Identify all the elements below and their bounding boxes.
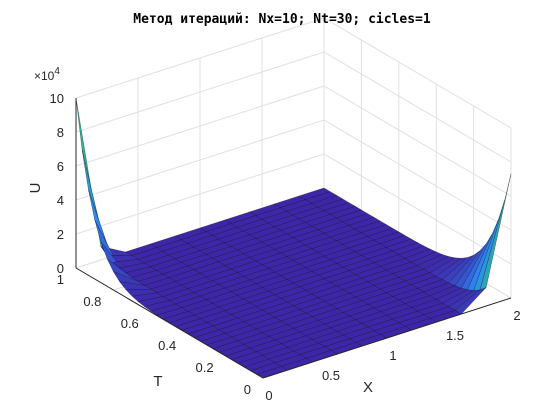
y-tick-label: 1 [57, 272, 64, 287]
z-tick-label: 6 [57, 159, 64, 174]
surface-mesh [75, 97, 512, 379]
y-tick-label: 0.2 [196, 360, 214, 375]
z-tick-label: 8 [57, 125, 64, 140]
x-tick-label: 1.5 [446, 328, 464, 343]
x-tick-label: 0.5 [322, 368, 340, 383]
y-tick-label: 0.8 [83, 294, 101, 309]
y-tick-label: 0 [244, 382, 251, 397]
y-axis-line [75, 267, 264, 379]
surface-cell [479, 173, 512, 291]
y-tick-label: 0.6 [121, 316, 139, 331]
z-tick-label: 4 [57, 193, 64, 208]
z-tick-label: 2 [57, 227, 64, 242]
grid-line-z [75, 51, 512, 163]
x-axis-line [262, 297, 512, 379]
x-axis-label: X [363, 379, 373, 396]
grid-line-z [75, 85, 512, 197]
z-tick-label: 10 [50, 91, 64, 106]
x-tick-label: 1 [389, 348, 396, 363]
z-tick-label: 0 [57, 261, 64, 276]
z-axis-label: U [27, 183, 44, 194]
y-tick-label: 0.4 [158, 338, 176, 353]
z-exponent: ×104 [34, 66, 60, 83]
chart-title: Метод итераций: Nx=10; Nt=30; cicles=1 [133, 12, 431, 27]
grid-line-z [75, 17, 512, 129]
y-axis-label: T [153, 373, 162, 390]
x-tick-label: 0 [265, 388, 272, 403]
x-tick-label: 2 [513, 308, 520, 323]
